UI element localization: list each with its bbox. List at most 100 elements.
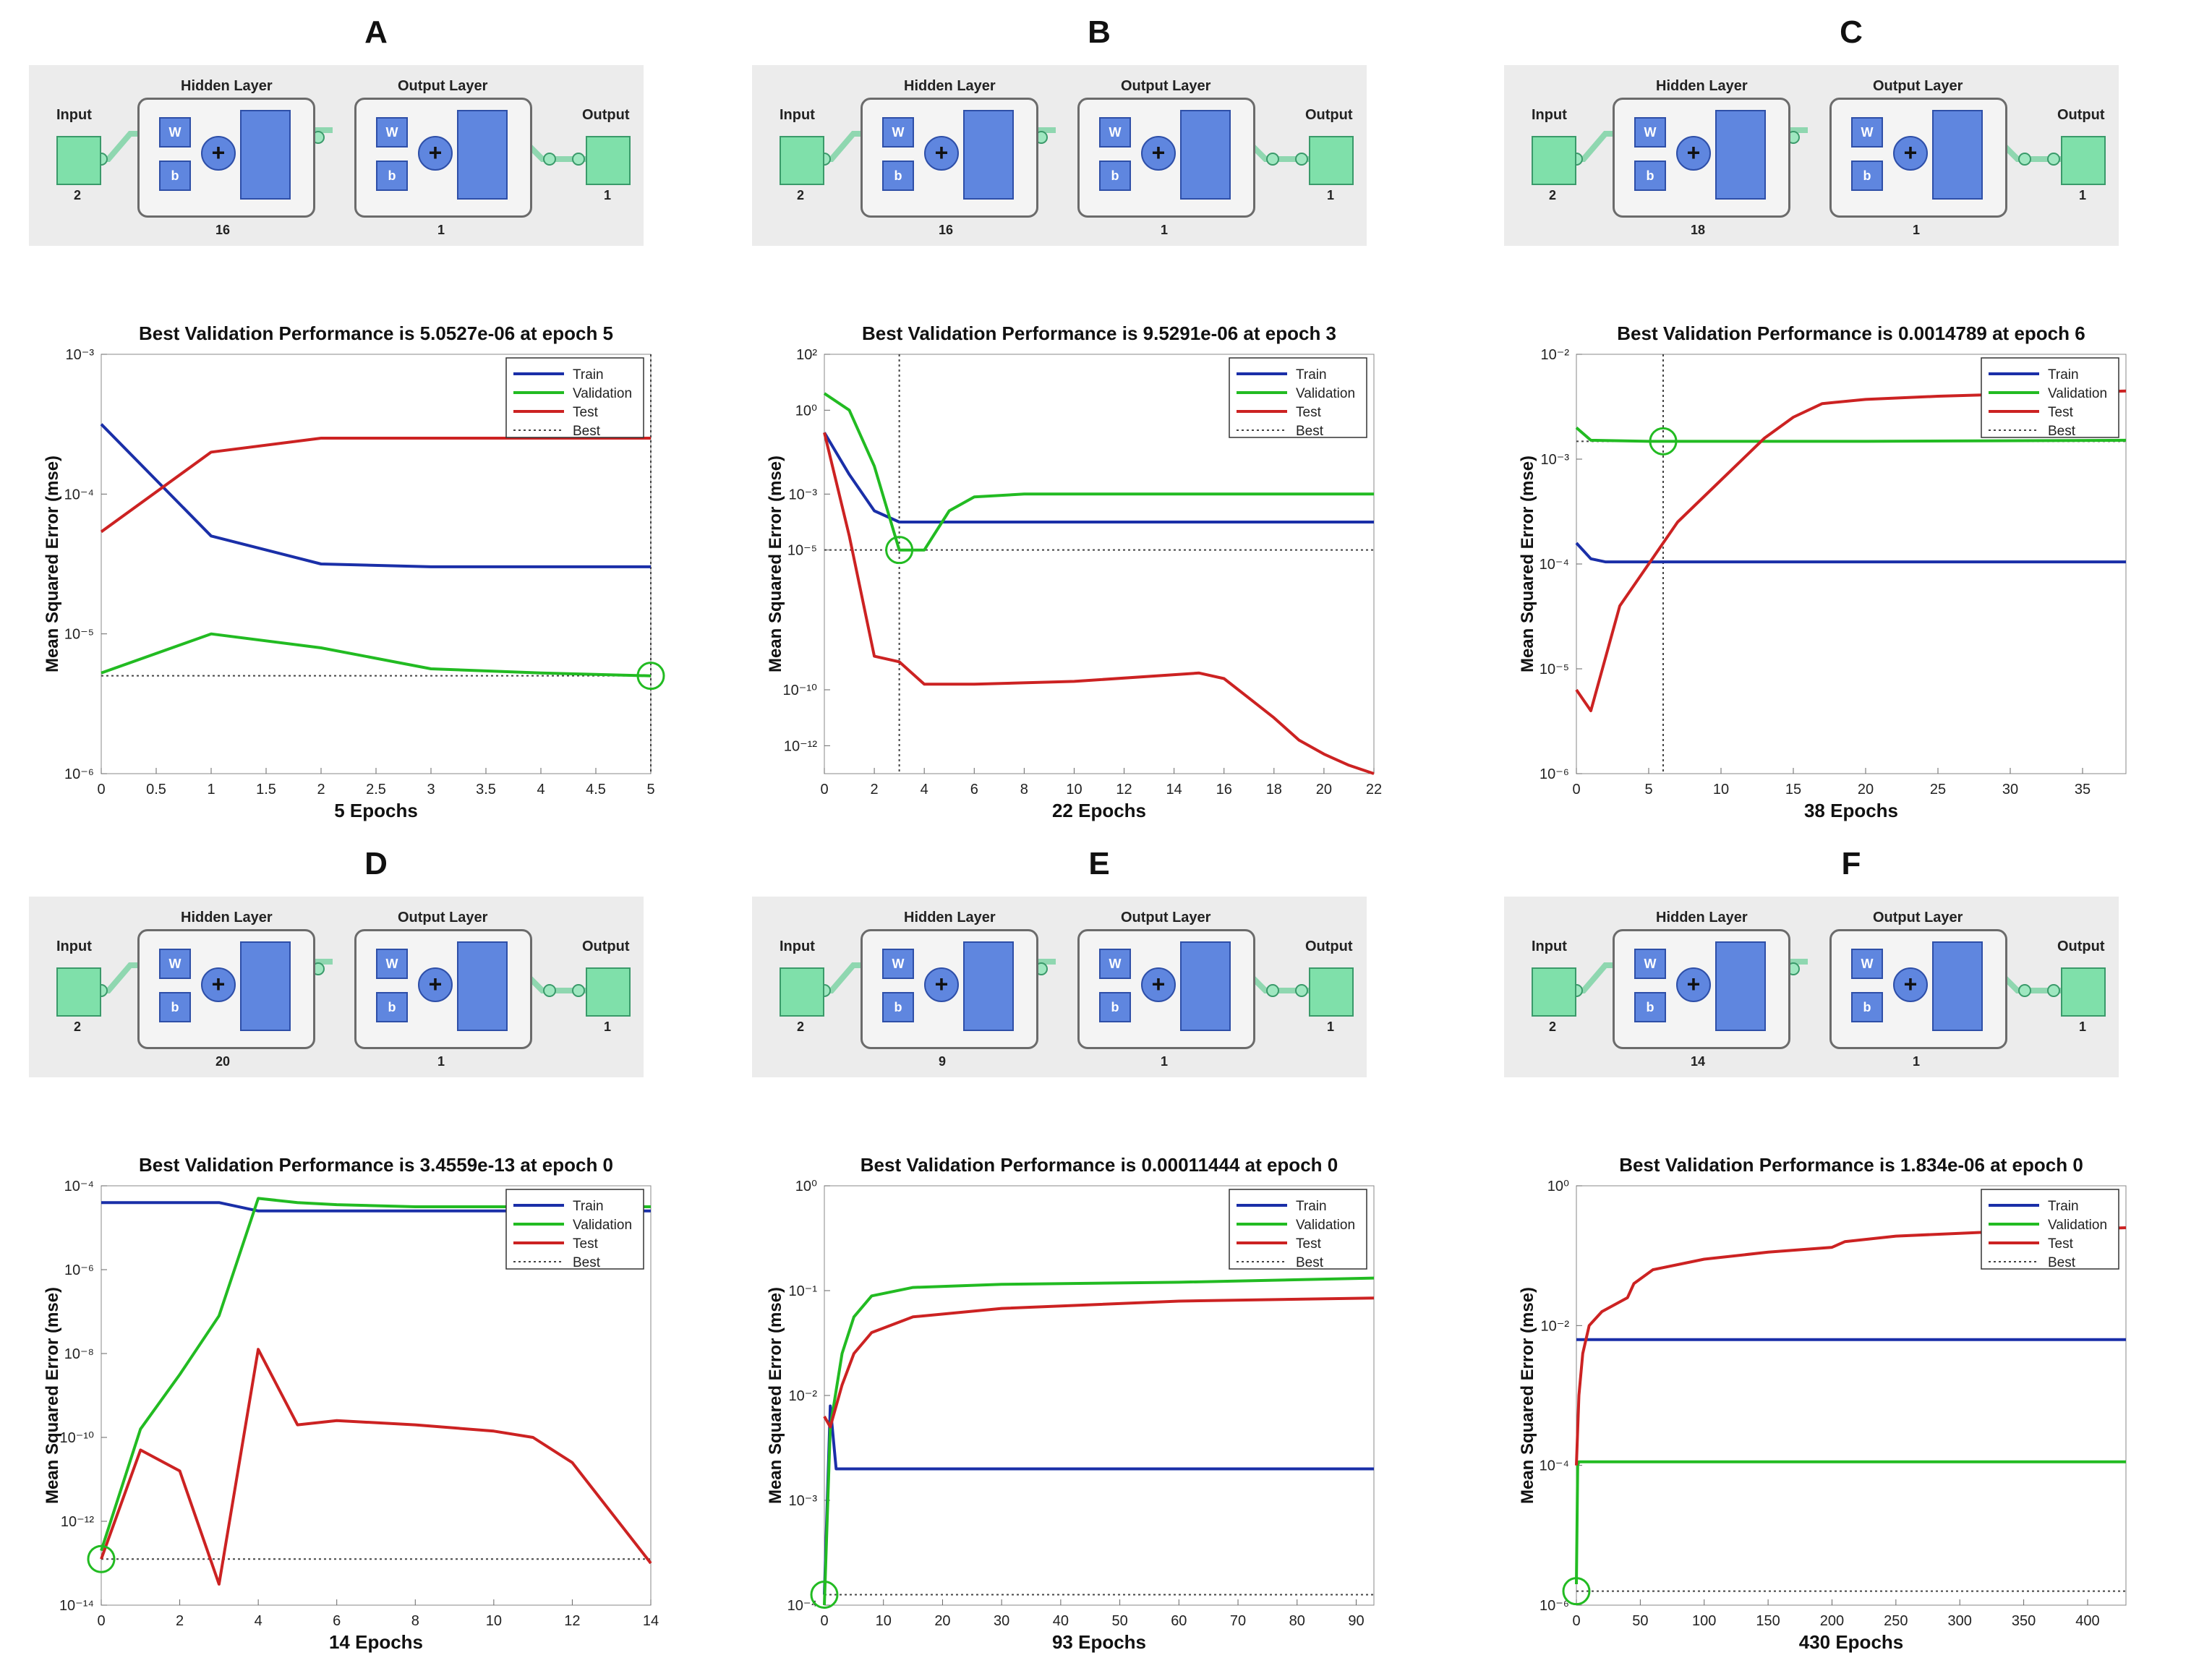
output-activation-block [457, 110, 508, 200]
performance-chart: Best Validation Performance is 3.4559e-1… [43, 1154, 659, 1653]
output-count: 1 [2079, 1019, 2087, 1034]
x-tick-label: 0 [97, 1613, 105, 1629]
output-box [586, 967, 631, 1017]
y-tick-label: 10⁻² [1541, 347, 1570, 363]
best-validation-marker [1649, 427, 1678, 456]
y-axis-label: Mean Squared Error (mse) [766, 1287, 785, 1504]
output-box [1309, 136, 1354, 185]
legend-label-train: Train [2048, 367, 2079, 382]
output-sum-node: + [418, 967, 453, 1002]
output-weight-block: W [1099, 117, 1131, 148]
output-weight-block: W [1851, 117, 1883, 148]
x-tick-label: 40 [1053, 1613, 1069, 1629]
chart-title: Best Validation Performance is 5.0527e-0… [139, 322, 613, 344]
x-tick-label: 10 [1066, 782, 1082, 798]
x-tick-label: 6 [970, 782, 978, 798]
chart-title: Best Validation Performance is 1.834e-06… [1619, 1154, 2083, 1176]
best-validation-marker [885, 536, 914, 565]
panel-letter: F [1841, 846, 1861, 881]
series-line-validation [823, 392, 1374, 552]
hidden-layer-label: Hidden Layer [904, 78, 996, 94]
x-tick-label: 90 [1348, 1613, 1364, 1629]
x-tick-label: 10 [876, 1613, 892, 1629]
input-count: 2 [74, 188, 82, 202]
input-box [56, 136, 101, 185]
hidden-weight-block: W [1634, 117, 1666, 148]
x-tick-label: 250 [1884, 1613, 1908, 1629]
x-tick-label: 0 [1572, 1613, 1580, 1629]
x-axis-label: 14 Epochs [329, 1631, 423, 1653]
legend-label-validation: Validation [2048, 1218, 2107, 1233]
x-tick-label: 5 [646, 782, 654, 798]
output-box [1309, 967, 1354, 1017]
output-box [586, 136, 631, 185]
legend-label-validation: Validation [573, 386, 632, 401]
x-axis-label: 22 Epochs [1052, 800, 1146, 821]
x-tick-label: 4 [921, 782, 928, 798]
output-layer-label: Output Layer [1873, 910, 1963, 925]
x-tick-label: 60 [1171, 1613, 1187, 1629]
output-label: Output [1305, 939, 1353, 954]
output-activation-block [457, 941, 508, 1031]
input-count: 2 [1549, 1019, 1557, 1034]
panel-letter: B [1088, 14, 1111, 50]
x-tick-label: 3 [427, 782, 435, 798]
y-tick-label: 10⁻² [1541, 1318, 1570, 1334]
chart-title: Best Validation Performance is 0.0001144… [861, 1154, 1338, 1176]
hidden-neuron-count: 16 [215, 223, 231, 237]
legend-label-train: Train [1296, 1199, 1327, 1214]
x-axis-label: 430 Epochs [1799, 1631, 1904, 1653]
hidden-weight-block: W [882, 117, 914, 148]
legend-label-test: Test [2048, 405, 2074, 420]
performance-chart: Best Validation Performance is 9.5291e-0… [766, 322, 1382, 821]
x-tick-label: 1 [207, 782, 215, 798]
output-box [2061, 136, 2106, 185]
hidden-activation-block [240, 941, 291, 1031]
best-validation-marker [87, 1544, 116, 1573]
chart-title: Best Validation Performance is 9.5291e-0… [862, 322, 1336, 344]
connection-wires [1560, 127, 2061, 166]
x-tick-label: 10 [486, 1613, 502, 1629]
hidden-bias-block: b [1634, 161, 1666, 191]
hidden-weight-block: W [159, 117, 191, 148]
series-line-train [1575, 542, 2126, 564]
input-label: Input [56, 107, 92, 123]
x-tick-label: 0 [820, 782, 828, 798]
output-label: Output [2057, 107, 2105, 123]
hidden-bias-block: b [159, 161, 191, 191]
input-label: Input [1532, 107, 1567, 123]
connection-wires [1560, 959, 2061, 997]
x-tick-label: 16 [1216, 782, 1232, 798]
input-box [1532, 967, 1576, 1017]
legend-label-best: Best [1296, 1255, 1324, 1270]
output-weight-block: W [1851, 949, 1883, 979]
y-axis-label: Mean Squared Error (mse) [1518, 456, 1537, 672]
y-tick-label: 10⁻³ [789, 1493, 818, 1509]
legend-label-best: Best [573, 1255, 601, 1270]
hidden-bias-block: b [882, 161, 914, 191]
output-sum-node: + [1141, 136, 1176, 171]
series-line-validation [101, 632, 652, 677]
y-axis-label: Mean Squared Error (mse) [766, 456, 785, 672]
performance-chart: Best Validation Performance is 0.0014789… [1518, 322, 2127, 821]
legend-label-test: Test [1296, 405, 1322, 420]
hidden-neuron-count: 14 [1691, 1054, 1706, 1069]
connection-wires [85, 959, 586, 997]
output-weight-block: W [1099, 949, 1131, 979]
series-line-test [100, 437, 651, 534]
input-count: 2 [74, 1019, 82, 1034]
output-sum-node: + [1893, 136, 1928, 171]
performance-chart: Best Validation Performance is 0.0001144… [766, 1154, 1375, 1653]
y-tick-label: 10⁻⁶ [1540, 1598, 1569, 1614]
input-count: 2 [797, 188, 805, 202]
output-count: 1 [604, 188, 612, 202]
legend-label-train: Train [1296, 367, 1327, 382]
x-tick-label: 70 [1230, 1613, 1246, 1629]
legend-label-train: Train [573, 1199, 604, 1214]
x-tick-label: 20 [934, 1613, 950, 1629]
hidden-sum-node: + [1676, 967, 1711, 1002]
